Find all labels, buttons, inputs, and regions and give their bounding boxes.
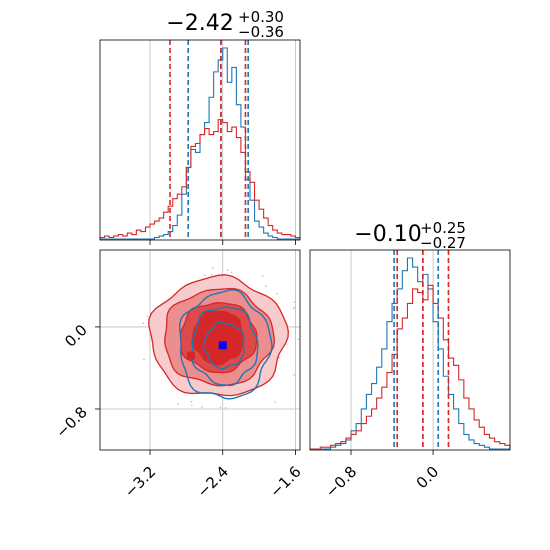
bottom-right-grid <box>350 250 434 450</box>
histogram-series <box>310 284 511 450</box>
top-left-bars <box>99 47 301 240</box>
y-tick-label: 0.0 <box>61 321 91 351</box>
x-tick-label: −3.2 <box>121 463 159 501</box>
bottom-right-quantiles <box>393 250 450 450</box>
x-tick-label: −0.8 <box>322 463 360 501</box>
histogram-series <box>310 257 510 450</box>
scatter-point <box>297 338 300 341</box>
top-left-quantiles <box>169 40 249 240</box>
bottom-right-x-ticks: −0.8 0.0 <box>322 450 443 501</box>
bottom-right-bars <box>310 257 511 450</box>
bottom-left-y-ticks: −0.8 0.0 <box>52 321 100 442</box>
y-tick-label: −0.8 <box>52 403 90 441</box>
panel-bottom-left: −3.2 −2.4 −1.6 −0.8 0.0 <box>52 249 305 501</box>
blue-contour-line <box>202 321 245 370</box>
x-tick-label: −2.4 <box>194 463 232 501</box>
scatter-point <box>292 307 295 310</box>
top-left-title-sup: +0.30 <box>238 8 284 26</box>
scatter-point <box>262 275 264 277</box>
scatter-point <box>211 274 213 276</box>
blue-contour-line <box>179 288 273 400</box>
bottom-left-markers <box>186 328 227 360</box>
top-left-title: −2.42 <box>166 11 233 36</box>
marker-square <box>186 351 195 360</box>
scatter-point <box>190 401 192 403</box>
bottom-left-frame <box>99 249 301 451</box>
scatter-point <box>276 292 278 295</box>
scatter-point <box>143 358 145 361</box>
panel-top-left: −2.42 +0.30 −0.36 <box>99 8 301 245</box>
panel-bottom-right: −0.10 +0.25 −0.27 −0.8 0.0 <box>309 219 511 501</box>
histogram-series <box>100 47 300 240</box>
scatter-point <box>201 406 203 408</box>
bottom-right-title-sub: −0.27 <box>420 234 466 252</box>
marker-square <box>218 341 227 350</box>
scatter-point <box>219 406 222 409</box>
scatter-point <box>278 357 281 359</box>
scatter-point <box>294 306 296 309</box>
top-left-title-sub: −0.36 <box>238 23 284 41</box>
scatter-point <box>293 301 296 303</box>
bottom-left-contours <box>148 274 289 400</box>
top-left-title-main: −2.42 <box>166 11 233 36</box>
scatter-point <box>146 315 149 317</box>
scatter-point <box>142 322 144 325</box>
scatter-point <box>204 274 206 276</box>
x-tick-label: 0.0 <box>413 463 443 493</box>
scatter-point <box>274 401 276 403</box>
scatter-point <box>293 374 295 376</box>
histogram-series <box>99 119 301 239</box>
blue-contour-line <box>191 306 259 387</box>
bottom-right-title-main: −0.10 <box>354 222 421 247</box>
scatter-point <box>226 269 229 271</box>
scatter-point <box>212 267 214 269</box>
scatter-point <box>224 407 227 409</box>
bottom-right-title: −0.10 <box>354 222 421 247</box>
marker-square <box>216 328 225 337</box>
bottom-right-title-sup: +0.25 <box>420 219 466 237</box>
scatter-point <box>177 403 179 405</box>
x-tick-label: −1.6 <box>266 463 304 501</box>
top-left-frame <box>99 39 301 241</box>
bottom-left-x-ticks: −3.2 −2.4 −1.6 <box>121 450 305 501</box>
bottom-right-frame <box>309 249 511 451</box>
scatter-point <box>230 271 233 274</box>
scatter-point <box>265 285 267 287</box>
top-left-grid <box>149 40 296 245</box>
scatter-point <box>191 404 193 407</box>
